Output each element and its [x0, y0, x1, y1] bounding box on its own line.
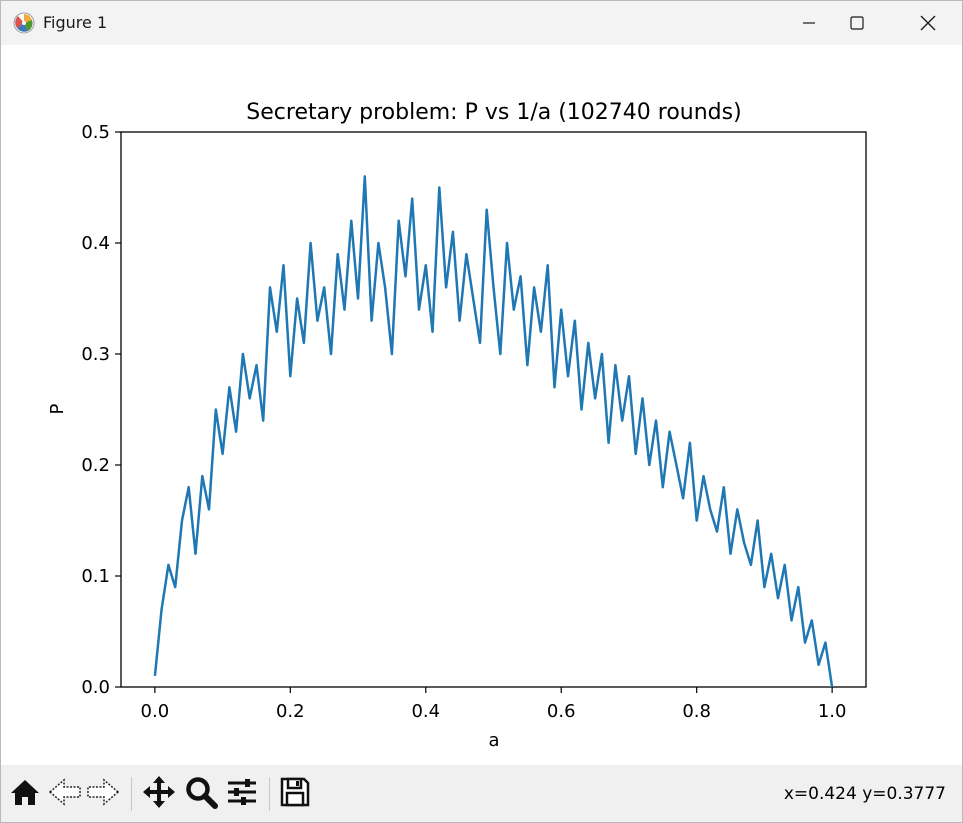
- chart: Secretary problem: P vs 1/a (102740 roun…: [47, 100, 867, 751]
- home-icon: [9, 777, 41, 811]
- pan-button[interactable]: [140, 775, 178, 813]
- navigation-toolbar: x=0.424 y=0.3777: [1, 765, 962, 822]
- back-icon: [48, 778, 82, 810]
- x-tick-label: 0.2: [276, 701, 305, 722]
- chart-title: Secretary problem: P vs 1/a (102740 roun…: [246, 100, 741, 125]
- y-tick-label: 0.2: [81, 455, 110, 476]
- y-tick-label: 0.5: [81, 122, 110, 143]
- x-tick-label: 0.4: [411, 701, 440, 722]
- minimize-button[interactable]: [786, 1, 832, 45]
- y-tick-label: 0.3: [81, 344, 110, 365]
- y-tick-label: 0.4: [81, 233, 110, 254]
- minimize-icon: [802, 16, 816, 30]
- close-icon: [920, 15, 936, 31]
- x-tick-label: 0.6: [547, 701, 576, 722]
- figure-canvas[interactable]: Secretary problem: P vs 1/a (102740 roun…: [1, 45, 962, 765]
- x-tick-label: 0.0: [141, 701, 170, 722]
- home-button[interactable]: [7, 775, 43, 813]
- maximize-button[interactable]: [834, 1, 880, 45]
- series-line: [153, 175, 834, 688]
- save-button[interactable]: [277, 775, 313, 813]
- matplotlib-icon: [13, 12, 35, 34]
- configure-subplots-button[interactable]: [223, 775, 261, 813]
- cursor-coordinates: x=0.424 y=0.3777: [783, 784, 946, 804]
- y-tick-label: 0.1: [81, 566, 110, 587]
- x-tick-label: 1.0: [818, 701, 847, 722]
- forward-icon: [86, 778, 120, 810]
- toolbar-separator: [269, 777, 270, 811]
- zoom-button[interactable]: [182, 775, 220, 813]
- y-axis-label: P: [47, 403, 68, 414]
- pan-icon: [142, 775, 176, 813]
- toolbar-separator: [131, 777, 132, 811]
- close-button[interactable]: [905, 1, 951, 45]
- y-tick-label: 0.0: [81, 677, 110, 698]
- title-bar[interactable]: Figure 1: [1, 1, 962, 45]
- save-icon: [279, 776, 311, 812]
- zoom-icon: [184, 775, 218, 813]
- x-axis-label: a: [488, 730, 499, 751]
- maximize-icon: [850, 16, 864, 30]
- x-tick-label: 0.8: [682, 701, 711, 722]
- plot-frame: [120, 131, 867, 688]
- back-button[interactable]: [47, 775, 83, 813]
- configure-subplots-icon: [226, 776, 258, 812]
- forward-button[interactable]: [85, 775, 121, 813]
- window-title: Figure 1: [43, 13, 108, 32]
